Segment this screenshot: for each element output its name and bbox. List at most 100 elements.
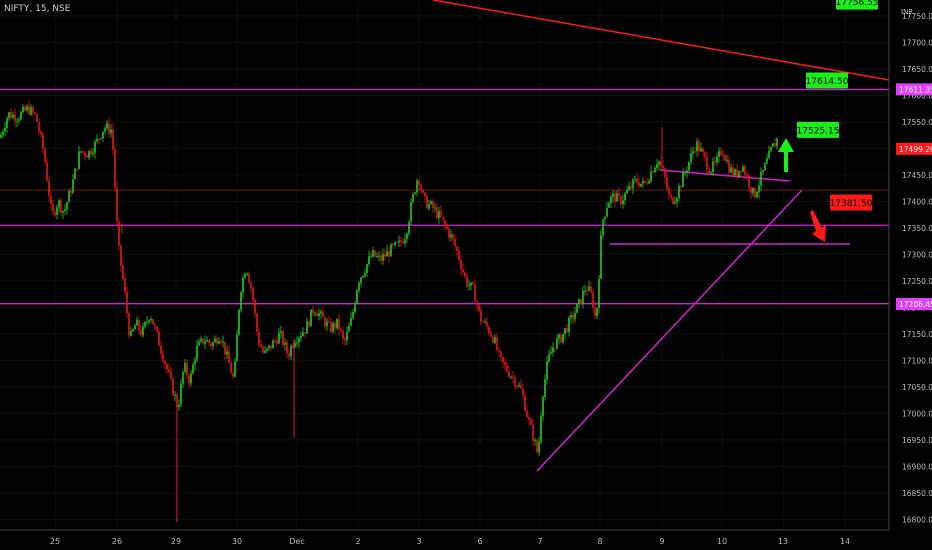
candle-body <box>720 151 722 155</box>
candle-body <box>590 286 592 293</box>
candle-body <box>486 321 488 327</box>
candle-body <box>738 170 740 178</box>
candle-body <box>754 187 756 198</box>
candle-body <box>50 196 52 204</box>
candle-body <box>412 193 414 203</box>
y-tick-label: 17250.00 <box>902 277 932 286</box>
candle-body <box>330 321 332 332</box>
callout-text: 17614.50 <box>806 77 849 87</box>
candle-body <box>496 337 498 351</box>
candle-body <box>404 239 406 244</box>
candle-body <box>642 181 644 184</box>
x-tick-label: 14 <box>840 537 850 546</box>
candle-body <box>574 312 576 319</box>
candle-body <box>426 196 428 209</box>
candle-body <box>18 119 20 121</box>
candle-body <box>714 161 716 163</box>
candle-body <box>292 346 294 348</box>
candle-body <box>246 273 248 275</box>
candle-body <box>622 200 624 205</box>
candle-body <box>498 350 500 352</box>
candle-body <box>316 313 318 317</box>
red-trendline[interactable] <box>432 0 896 82</box>
y-tick-label: 17450.00 <box>902 171 932 180</box>
candle-body <box>158 331 160 346</box>
candle-body <box>402 242 404 244</box>
candle-body <box>284 342 286 346</box>
candle-body <box>654 167 656 173</box>
candle-body <box>338 318 340 329</box>
price-callout[interactable]: 17381.50 <box>830 194 873 211</box>
candle-body <box>706 156 708 170</box>
candle-body <box>524 395 526 411</box>
candle-body <box>444 219 446 226</box>
y-tick-label: 17300.00 <box>902 250 932 259</box>
candle-body <box>770 147 772 151</box>
candle-body <box>332 323 334 332</box>
y-tick-label: 17100.00 <box>902 356 932 365</box>
support-resistance-lines <box>0 88 889 305</box>
consolidation-top-line[interactable] <box>659 169 791 182</box>
candle-body <box>340 328 342 331</box>
candle-body <box>394 242 396 246</box>
candle-body <box>350 317 352 326</box>
candle-body <box>636 178 638 183</box>
y-tick-label: 17700.00 <box>902 38 932 47</box>
candle-body <box>8 112 10 118</box>
candle-body <box>232 373 234 377</box>
candle-body <box>94 141 96 153</box>
candle-body <box>124 278 126 293</box>
candle-body <box>610 196 612 203</box>
svg-text:17206.45: 17206.45 <box>899 300 932 309</box>
candle-body <box>518 385 520 387</box>
candle-body <box>506 364 508 372</box>
candle-body <box>446 225 448 229</box>
axis-price-label: 17206.45 <box>896 297 932 310</box>
candle-body <box>458 250 460 261</box>
candle-body <box>508 371 510 377</box>
candle-body <box>462 269 464 273</box>
candle-body <box>710 171 712 174</box>
candle-body <box>150 318 152 321</box>
candle-body <box>238 309 240 335</box>
x-tick-label: 25 <box>50 537 60 546</box>
candle-body <box>380 255 382 261</box>
candle-body <box>672 197 674 204</box>
candle-body <box>544 379 546 397</box>
candle-body <box>318 313 320 317</box>
candle-body <box>256 313 258 332</box>
candle-body <box>204 341 206 344</box>
candle-body <box>312 309 314 314</box>
candle-body <box>392 244 394 246</box>
candle-body <box>200 338 202 342</box>
candle-body <box>526 410 528 418</box>
y-tick-label: 17750.00 <box>902 12 932 21</box>
candle-body <box>724 155 726 161</box>
candle-body <box>596 308 598 317</box>
y-tick-label: 16950.00 <box>902 436 932 445</box>
candle-body <box>500 351 502 357</box>
candle-body <box>728 160 730 173</box>
candle-body <box>538 442 540 453</box>
candle-body <box>22 106 24 113</box>
candle-body <box>494 337 496 343</box>
rising-support-trendline[interactable] <box>536 189 803 472</box>
candle-body <box>376 256 378 258</box>
candle-body <box>138 319 140 330</box>
candle-body <box>688 161 690 171</box>
candle-body <box>600 234 602 279</box>
x-tick-label: 26 <box>112 537 122 546</box>
candle-body <box>758 185 760 193</box>
candle-body <box>442 217 444 220</box>
x-tick-label: 2 <box>355 537 360 546</box>
price-axis <box>888 0 932 530</box>
candle-body <box>186 362 188 376</box>
currency-label: INR <box>901 8 914 16</box>
price-callout[interactable]: 17614.50 <box>806 72 849 89</box>
candle-body <box>182 371 184 384</box>
candle-body <box>76 168 78 170</box>
price-callout[interactable]: 17756.55 <box>836 0 879 10</box>
price-callout[interactable]: 17525.15 <box>797 121 840 138</box>
candle-body <box>664 168 666 178</box>
